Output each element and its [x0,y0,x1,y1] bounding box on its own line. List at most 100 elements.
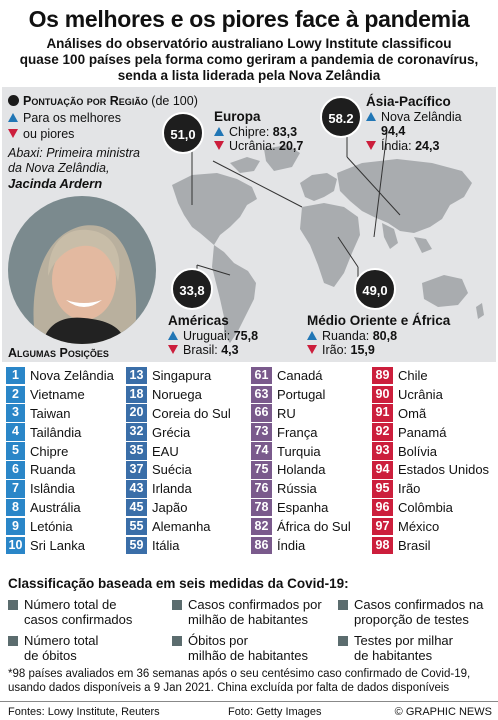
rank-number: 6 [6,461,25,479]
country-name: Austrália [30,500,81,516]
rank-number: 98 [372,536,393,555]
photo-credit: Foto: Getty Images [228,706,322,718]
country-name: Ucrânia [398,386,443,402]
ranking-row: 61 Canadá [251,366,351,385]
legend-up: Para os melhores [8,111,121,125]
rank-number: 13 [126,366,147,385]
ranking-row: 93 Bolívia [372,442,489,461]
rank-number: 76 [251,480,272,498]
rank-number: 89 [372,366,393,385]
ranking-row: 94 Estados Unidos [372,460,489,479]
ranking-row: 76 Rússia [251,479,351,498]
rank-number: 35 [126,442,147,460]
country-name: Ruanda [30,462,76,478]
ranking-row: 75 Holanda [251,460,351,479]
region-medio-oriente: Médio Oriente e África Ruanda: 80,8 Irão… [307,313,451,357]
ranking-row: 35 EAU [126,442,231,461]
country-name: Rússia [277,481,317,497]
rank-number: 78 [251,498,272,517]
country-name: França [277,424,318,440]
ranking-row: 9 Letónia [6,517,114,536]
ranking-row: 3 Taiwan [6,404,114,423]
square-icon [8,600,18,610]
ranking-row: 98 Brasil [372,536,489,555]
country-name: EAU [152,443,179,459]
rank-number: 94 [372,461,393,479]
rank-number: 59 [126,536,147,555]
ranking-row: 59 Itália [126,536,231,555]
region-europa: Europa Chipre: 83,3 Ucrânia: 20,7 [214,109,304,153]
rank-number: 32 [126,423,147,441]
ranking-row: 90 Ucrânia [372,385,489,404]
ranking-row: 86 Índia [251,536,351,555]
country-name: Índia [277,537,306,553]
country-name: Nova Zelândia [30,367,114,383]
rank-number: 8 [6,498,25,517]
country-name: Taiwan [30,405,71,421]
ranking-row: 18 Noruega [126,385,231,404]
country-name: Chipre [30,443,69,459]
ranking-row: 95 Irão [372,479,489,498]
region-americas: Américas Uruguai: 75,8 Brasil: 4,3 [168,313,259,357]
country-name: México [398,519,440,535]
square-icon [338,636,348,646]
country-name: Letónia [30,519,73,535]
country-name: Suécia [152,462,192,478]
country-name: RU [277,405,296,421]
footer: Fontes: Lowy Institute, Reuters Foto: Ge… [0,701,498,720]
page-title: Os melhores e os piores face à pandemia [28,6,470,32]
ranking-row: 37 Suécia [126,460,231,479]
country-name: Canadá [277,367,323,383]
country-name: Brasil [398,537,431,553]
ranking-row: 4 Tailândia [6,423,114,442]
square-icon [172,636,182,646]
country-name: Irlanda [152,481,192,497]
country-name: Panamá [398,424,447,440]
square-icon [338,600,348,610]
rank-number: 55 [126,517,147,536]
europa-score: 51,0 [162,112,204,154]
footnote: *98 países avaliados em 36 semanas após … [8,668,471,694]
rank-number: 5 [6,442,25,460]
country-name: Colômbia [398,500,453,516]
square-icon [8,636,18,646]
ranking-row: 78 Espanha [251,498,351,517]
ranking-column: 61 Canadá 63 Portugal 66 RU 73 França 74 Turquia 7… [251,366,351,555]
rank-number: 73 [251,423,272,441]
country-name: Noruega [152,386,202,402]
rankings-heading: Algumas Posições [8,346,109,360]
ranking-row: 55 Alemanha [126,517,231,536]
country-name: Coreia do Sul [152,405,231,421]
rank-number: 82 [251,517,272,536]
country-name: Chile [398,367,428,383]
ranking-row: 97 México [372,517,489,536]
country-name: Portugal [277,386,326,402]
country-name: Holanda [277,462,326,478]
photo-caption: Abaxi: Primeira ministra da Nova Zelândi… [8,146,140,191]
country-name: Turquia [277,443,321,459]
portrait-photo [8,196,156,344]
ranking-row: 63 Portugal [251,385,351,404]
rank-number: 91 [372,404,393,422]
country-name: Estados Unidos [398,462,490,478]
rank-number: 66 [251,404,272,422]
world-map [172,116,484,343]
rank-number: 63 [251,385,272,404]
rank-number: 92 [372,423,393,441]
triangle-down-icon [8,129,18,138]
rank-number: 2 [6,385,25,404]
triangle-up-icon [8,113,18,122]
ranking-row: 20 Coreia do Sul [126,404,231,423]
rank-number: 7 [6,480,25,498]
rank-number: 45 [126,498,147,517]
country-name: Irão [398,481,421,497]
ranking-row: 2 Vietname [6,385,114,404]
rank-number: 37 [126,461,147,479]
country-name: Japão [152,500,188,516]
ranking-row: 5 Chipre [6,442,114,461]
ranking-row: 8 Austrália [6,498,114,517]
ranking-row: 6 Ruanda [6,460,114,479]
ranking-row: 13 Singapura [126,366,231,385]
rank-number: 10 [6,536,25,555]
ranking-row: 89 Chile [372,366,489,385]
